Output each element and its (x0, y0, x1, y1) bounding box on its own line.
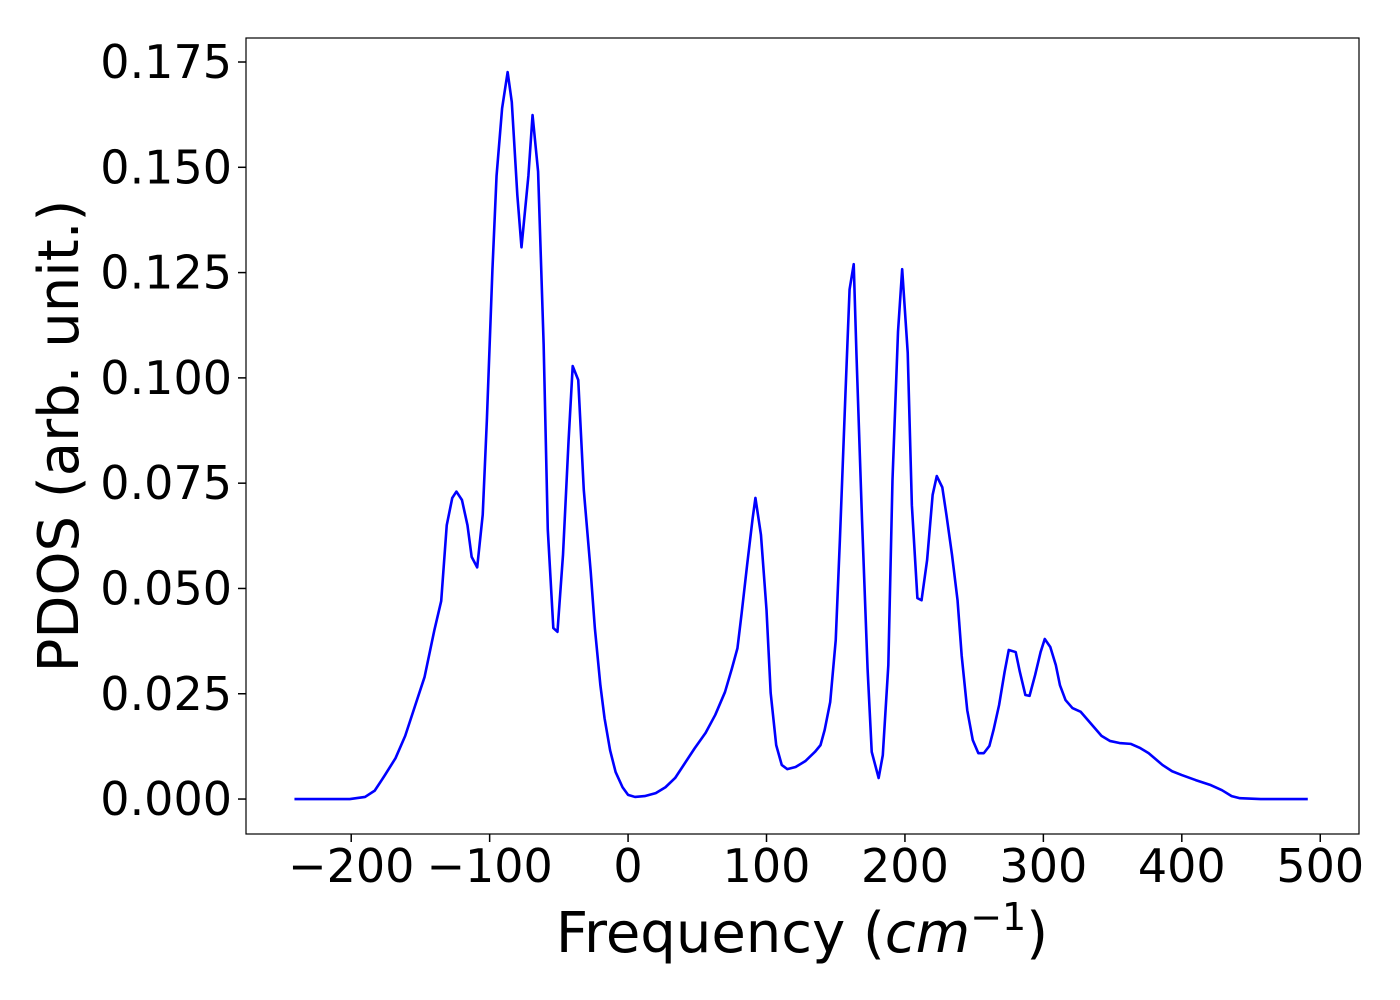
x-label-part: Frequency ( (556, 901, 885, 966)
y-tick-label: 0.000 (100, 772, 232, 826)
x-tick-label: 500 (1276, 839, 1364, 893)
plot-frame (245, 37, 1360, 835)
y-tick-label: 0.125 (100, 246, 232, 300)
x-label-part: ) (1026, 901, 1048, 966)
y-tick-label: 0.050 (100, 561, 232, 615)
y-tick-label: 0.025 (100, 667, 232, 721)
x-label-part: −1 (970, 895, 1026, 939)
y-tick-label: 0.175 (100, 35, 232, 89)
x-tick-label: −200 (288, 839, 414, 893)
y-tick-label: 0.075 (100, 456, 232, 510)
y-axis-label: PDOS (arb. unit.) (27, 200, 92, 673)
x-tick-label: 300 (999, 839, 1087, 893)
x-axis-label: Frequency (cm−1) (556, 895, 1048, 966)
y-tick-label: 0.150 (100, 140, 232, 194)
x-label-part: cm (885, 901, 970, 966)
x-tick-label: 0 (613, 839, 642, 893)
x-tick-label: 400 (1138, 839, 1226, 893)
x-tick-label: 100 (723, 839, 811, 893)
x-tick-label: 200 (861, 839, 949, 893)
pdos-line (294, 70, 1308, 801)
y-tick-label: 0.100 (100, 351, 232, 405)
x-tick-label: −100 (426, 839, 552, 893)
